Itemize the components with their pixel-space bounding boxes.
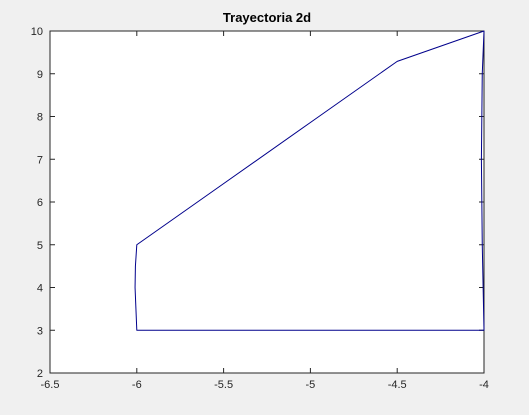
axis-ticks: -6.5 -6 -5.5 -5 -4.5 -4 2 3 4 5 6 7 8 9 10 [31,26,489,391]
x-tick-label: -4 [479,379,489,391]
y-tick-label: 7 [37,154,43,166]
y-tick-label: 9 [37,69,43,81]
plot-area [49,30,485,374]
series-lines [134,30,485,331]
x-tick-label: -5 [306,379,316,391]
x-tick-label: -4.5 [388,379,407,391]
y-tick-label: 10 [31,26,43,38]
y-tick-label: 6 [37,197,43,209]
y-tick-label: 4 [37,283,43,295]
y-tick-label: 2 [37,368,43,380]
x-tick-label: -6 [132,379,142,391]
y-tick-label: 3 [37,325,43,337]
trajectory-line [134,30,485,331]
x-tick-label: -5.5 [214,379,233,391]
y-tick-label: 5 [37,240,43,252]
x-tick-label: -6.5 [41,379,60,391]
chart-title: Trayectoria 2d [223,10,311,25]
y-tick-label: 8 [37,112,43,124]
